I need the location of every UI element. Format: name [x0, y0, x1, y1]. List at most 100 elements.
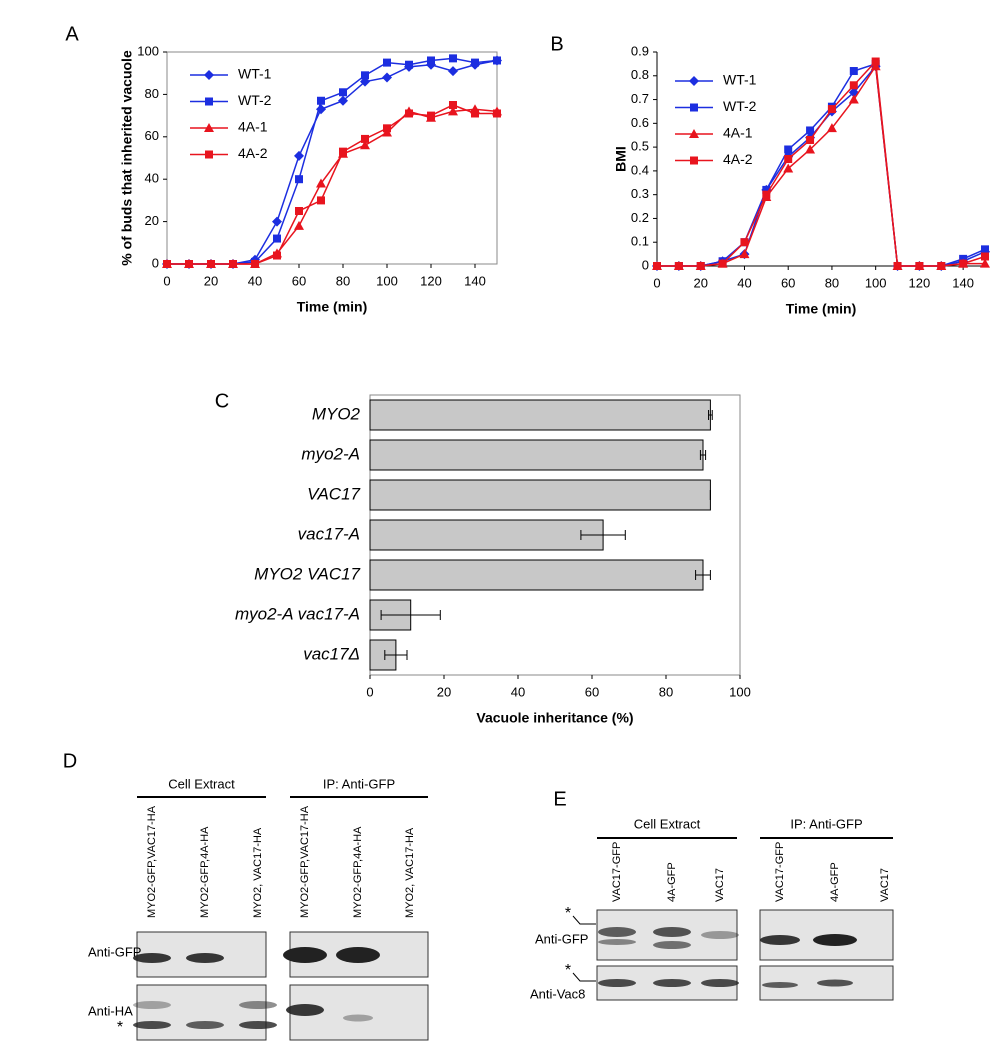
y-tick-label: 0 [152, 255, 159, 270]
series-line [167, 59, 498, 265]
bar [369, 559, 704, 591]
marker [361, 134, 369, 143]
band [133, 1021, 171, 1029]
y-tick-label: 0.6 [631, 115, 649, 130]
band [653, 979, 691, 987]
plot-frame [166, 51, 498, 265]
error-bar [380, 610, 441, 620]
group-header: Cell Extract [634, 816, 701, 831]
marker [251, 260, 259, 268]
band [283, 947, 327, 963]
marker [427, 56, 435, 65]
blot-image [136, 984, 267, 1041]
marker [674, 262, 683, 270]
marker [937, 262, 946, 270]
error-bar [384, 650, 408, 660]
legend-marker [690, 103, 698, 112]
error-bar [695, 570, 711, 580]
band [186, 953, 224, 963]
marker [826, 123, 837, 133]
x-axis-label: Time (min) [786, 301, 857, 317]
x-tick-label: 0 [163, 273, 170, 288]
panel-label: A [65, 23, 79, 45]
x-tick-label: 60 [781, 275, 795, 290]
legend-marker [205, 97, 213, 106]
y-tick-label: 0.1 [631, 234, 649, 249]
lane-label: 4A-GFP [829, 862, 841, 902]
x-tick-label: 100 [865, 275, 887, 290]
band [239, 1001, 277, 1009]
marker [696, 262, 705, 270]
y-tick-label: 0.2 [631, 210, 649, 225]
legend-label: WT-2 [238, 92, 272, 108]
marker [383, 124, 391, 133]
marker [959, 259, 968, 268]
x-tick-label: 0 [366, 684, 373, 699]
x-tick-label: 140 [464, 273, 486, 288]
lane-label: VAC17-GFP [774, 842, 786, 902]
category-label: vac17-A [298, 524, 360, 543]
marker [893, 262, 902, 270]
legend-marker [204, 123, 214, 132]
marker [762, 190, 771, 199]
legend-marker [204, 70, 214, 80]
marker [784, 155, 793, 163]
panel-label: D [63, 750, 77, 772]
lane-label: MYO2, VAC17-HA [252, 827, 264, 918]
legend-label: WT-1 [238, 66, 272, 82]
panel-label: E [553, 788, 566, 810]
band [133, 953, 171, 963]
band [598, 979, 636, 987]
category-label: VAC17 [307, 484, 360, 503]
category-label: MYO2 [312, 404, 361, 423]
band [701, 931, 739, 939]
y-tick-label: 60 [145, 128, 159, 143]
lane-label: VAC17 [879, 868, 891, 902]
marker [317, 196, 325, 205]
x-tick-label: 120 [420, 273, 442, 288]
bar [369, 399, 711, 431]
category-label: MYO2 VAC17 [254, 564, 360, 583]
marker [316, 178, 326, 188]
marker [405, 109, 413, 118]
marker [338, 95, 348, 106]
y-tick-label: 100 [137, 43, 159, 58]
y-axis-label: BMI [613, 146, 629, 172]
band [813, 934, 857, 946]
row-label: Anti-Vac8 [530, 986, 585, 1001]
y-tick-label: 0.3 [631, 186, 649, 201]
x-tick-label: 60 [585, 684, 599, 699]
row-label: Anti-GFP [535, 931, 588, 946]
marker [339, 88, 347, 97]
y-tick-label: 0.9 [631, 43, 649, 58]
marker [405, 60, 413, 69]
band [133, 1001, 171, 1009]
marker [448, 106, 458, 116]
bar [369, 479, 711, 511]
marker [339, 147, 347, 156]
series-line [657, 64, 986, 267]
marker [849, 67, 858, 76]
band [760, 935, 800, 945]
y-axis-label: % of buds that inherited vacuole [119, 50, 135, 266]
lane-label: MYO2, VAC17-HA [404, 827, 416, 918]
x-tick-label: 20 [437, 684, 451, 699]
band [286, 1004, 324, 1016]
x-axis-label: Time (min) [297, 299, 368, 315]
marker [848, 94, 859, 104]
legend-marker [689, 129, 699, 138]
marker [980, 258, 990, 268]
x-tick-label: 80 [336, 273, 350, 288]
band [598, 927, 636, 937]
marker [317, 96, 325, 105]
x-tick-label: 60 [292, 273, 306, 288]
asterisk: * [117, 1019, 123, 1036]
bar [369, 439, 704, 471]
y-tick-label: 40 [145, 171, 159, 186]
marker [806, 126, 815, 135]
error-bar [580, 530, 626, 540]
marker [294, 220, 304, 230]
marker [229, 260, 237, 268]
lane-label: VAC17 [714, 868, 726, 902]
band [817, 979, 853, 987]
